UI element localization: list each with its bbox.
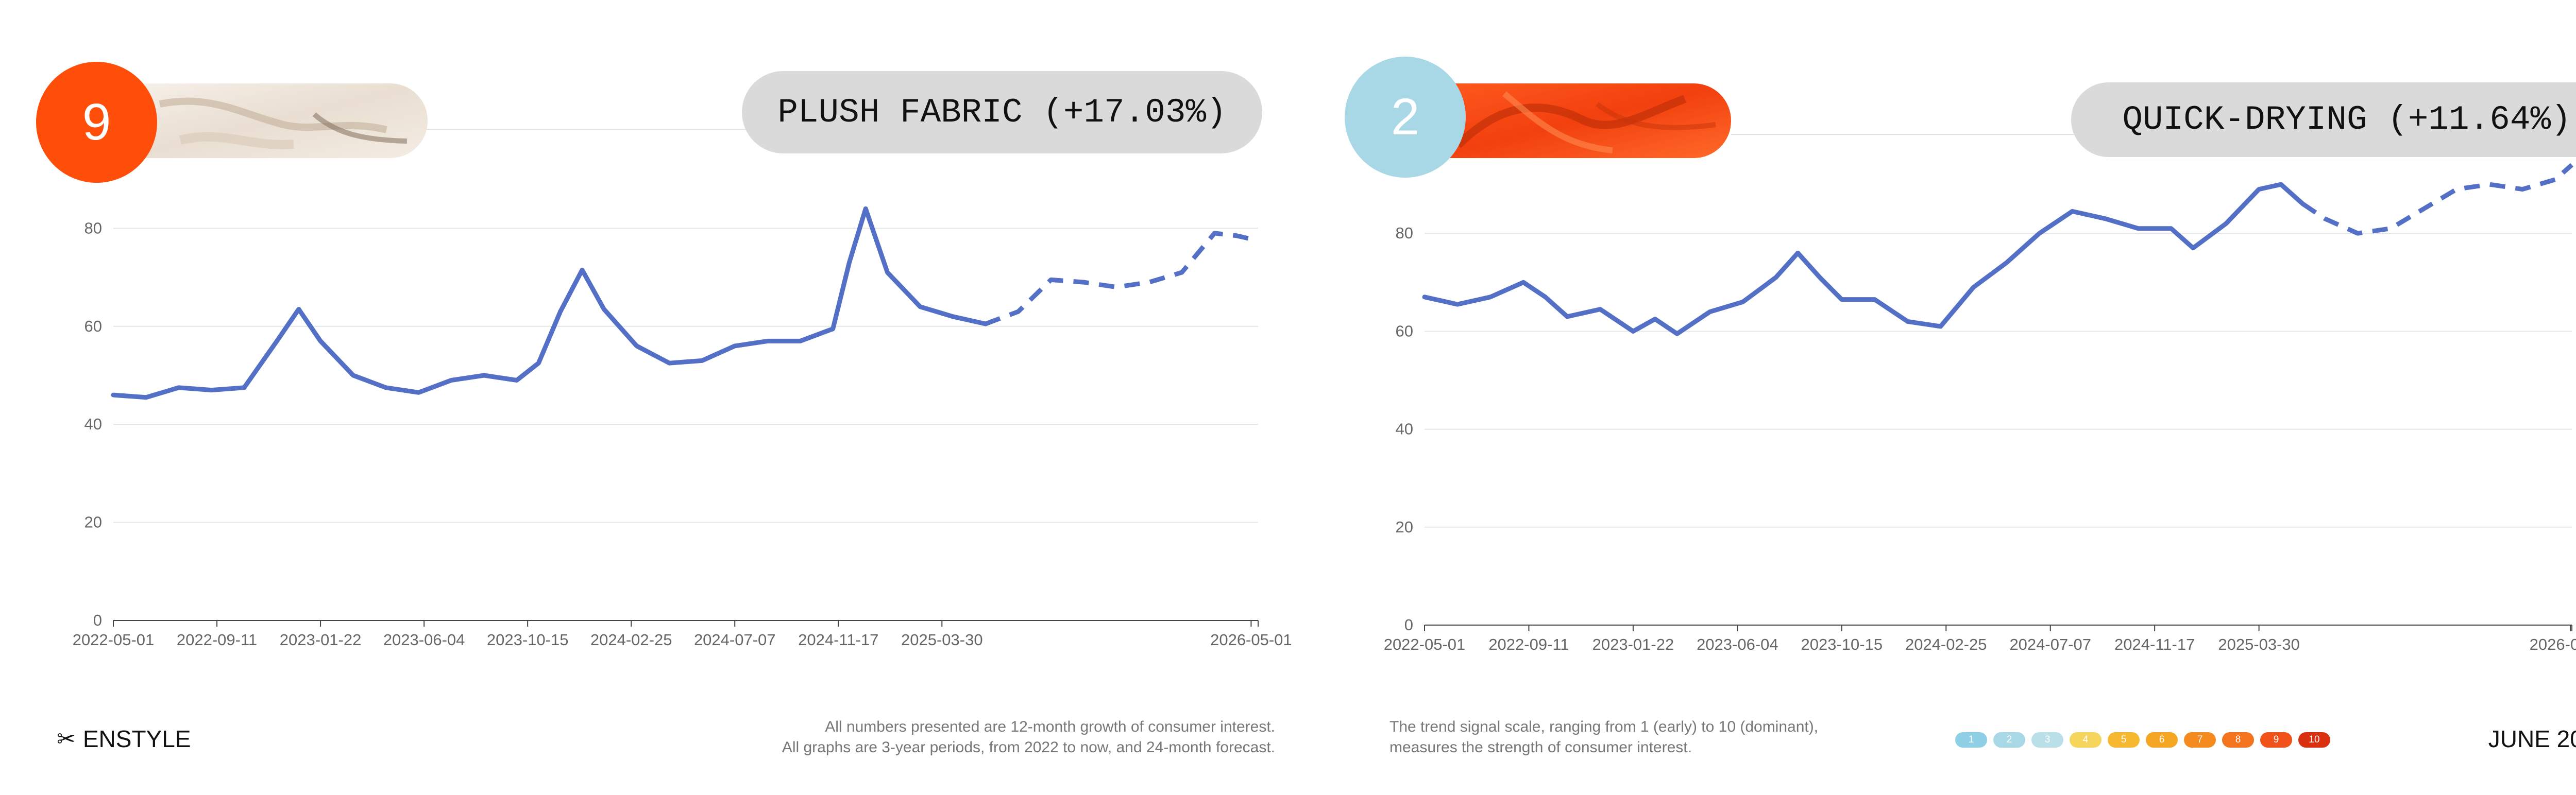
x-tick-label: 2026-05-01 [2530, 635, 2576, 653]
x-tick-label: 2023-01-22 [1592, 635, 1674, 653]
brand-name: ENSTYLE [82, 725, 191, 752]
chart-title: QUICK-DRYING (+11.64%) [2071, 82, 2576, 157]
chart-title-text: PLUSH FABRIC (+17.03%) [777, 93, 1227, 132]
brand-logo: ✂ ENSTYLE [57, 725, 191, 753]
x-tick-label: 2024-02-25 [590, 631, 672, 649]
x-tick-label: 2023-06-04 [1697, 635, 1778, 653]
quick-drying-thumbnail [1427, 83, 1731, 158]
header-divider [1731, 134, 2081, 135]
scale-chip-6: 6 [2146, 732, 2178, 748]
chart-title: PLUSH FABRIC (+17.03%) [742, 71, 1262, 153]
forecast-series-line [985, 231, 1259, 326]
actual-series-line [111, 206, 988, 400]
scale-chip-9: 9 [2260, 732, 2292, 748]
signal-scale-note-line-2: measures the strength of consumer intere… [1389, 739, 1692, 756]
scissors-icon: ✂ [57, 726, 76, 752]
methodology-note-line-2: All graphs are 3-year periods, from 2022… [782, 739, 1275, 756]
chart-panel-plush-fabric: 9 PLUSH FABRIC (+17.03%) 0 20 40 60 80 2022-0… [0, 0, 1292, 669]
x-tick-label: 2022-05-01 [1384, 635, 1466, 653]
signal-scale-note: The trend signal scale, ranging from 1 (… [1389, 717, 1818, 758]
y-tick-label: 40 [84, 415, 102, 433]
trend-signal-value: 2 [1391, 88, 1420, 146]
scale-chip-4: 4 [2070, 732, 2102, 748]
x-tick-label: 2024-11-17 [798, 631, 878, 649]
y-tick-label: 80 [1396, 224, 1413, 242]
actual-series-line [1422, 182, 2306, 336]
x-tick-label: 2022-09-11 [1488, 635, 1569, 653]
y-tick-label: 0 [1404, 616, 1413, 634]
trend-line-chart: 0 20 40 60 80 2022-05-01 2022-09-11 2023-01-22 2… [1384, 163, 2576, 653]
scale-chip-1: 1 [1955, 732, 1987, 748]
trend-line-chart: 0 20 40 60 80 2022-05-01 2022-09-11 2023-01-22 2… [73, 206, 1292, 649]
x-tick-label: 2024-07-07 [2009, 635, 2091, 653]
trend-signal-badge: 9 [36, 62, 157, 183]
forecast-series-line [2301, 163, 2573, 236]
x-tick-label: 2025-03-30 [2218, 635, 2300, 653]
scale-chip-3: 3 [2031, 732, 2063, 748]
trend-signal-badge: 2 [1345, 57, 1466, 178]
y-tick-label: 0 [93, 611, 102, 629]
x-tick-label: 2022-09-11 [177, 631, 257, 649]
scale-chip-8: 8 [2222, 732, 2254, 748]
x-tick-label: 2024-11-17 [2114, 635, 2195, 653]
x-tick-label: 2024-02-25 [1905, 635, 1987, 653]
x-tick-label: 2023-01-22 [280, 631, 362, 649]
chart-panel-quick-drying: 2 QUICK-DRYING (+11.64%) 0 20 40 60 80 2022-0… [1329, 0, 2576, 669]
x-tick-label: 2022-05-01 [73, 631, 155, 649]
methodology-note-line-1: All numbers presented are 12-month growt… [825, 718, 1275, 735]
footer: ✂ ENSTYLE All numbers presented are 12-m… [0, 711, 2576, 772]
scale-chip-5: 5 [2108, 732, 2140, 748]
y-tick-label: 80 [84, 219, 102, 237]
scale-chip-2: 2 [1993, 732, 2025, 748]
y-tick-label: 60 [1396, 322, 1413, 340]
header-divider [422, 129, 752, 130]
chart-title-text: QUICK-DRYING (+11.64%) [2122, 100, 2571, 139]
x-tick-label: 2026-05-01 [1210, 631, 1292, 649]
scale-chip-7: 7 [2184, 732, 2216, 748]
x-tick-label: 2023-06-04 [383, 631, 465, 649]
x-tick-label: 2025-03-30 [901, 631, 983, 649]
signal-scale-note-line-1: The trend signal scale, ranging from 1 (… [1389, 718, 1819, 735]
trend-signal-value: 9 [82, 93, 111, 151]
trend-signal-scale: 1 2 3 4 5 6 7 8 9 10 [1955, 732, 2330, 748]
report-date: JUNE 2025 [2488, 725, 2576, 752]
plush-fabric-thumbnail [118, 83, 428, 158]
x-tick-label: 2023-10-15 [487, 631, 569, 649]
methodology-note: All numbers presented are 12-month growt… [782, 717, 1275, 758]
scale-chip-10: 10 [2298, 732, 2330, 748]
y-tick-label: 40 [1396, 420, 1413, 438]
y-tick-label: 20 [84, 513, 102, 531]
x-tick-label: 2024-07-07 [694, 631, 776, 649]
y-tick-label: 60 [84, 317, 102, 335]
y-tick-label: 20 [1396, 518, 1413, 536]
x-tick-label: 2023-10-15 [1801, 635, 1883, 653]
